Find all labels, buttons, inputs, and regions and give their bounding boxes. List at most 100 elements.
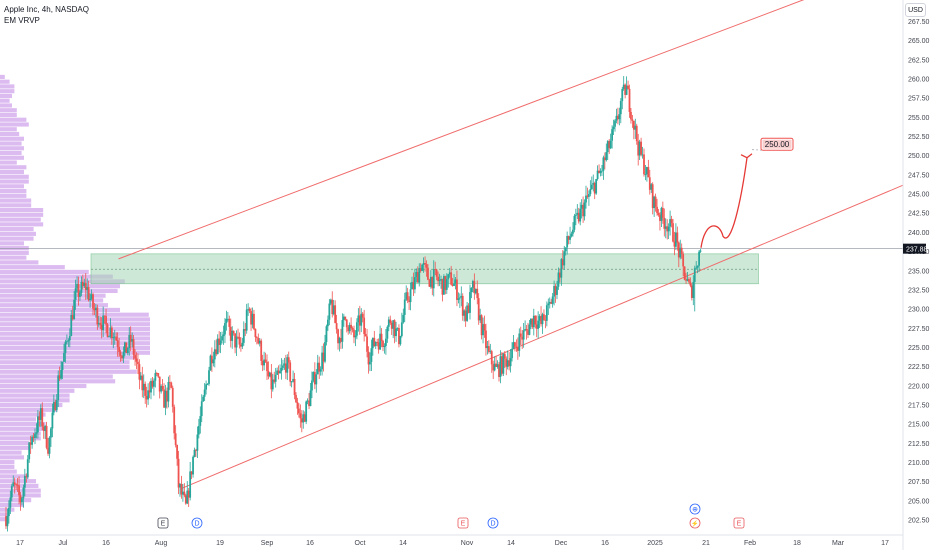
candle-body	[38, 416, 41, 420]
volume-profile-bar	[0, 369, 137, 374]
candle-body	[6, 516, 9, 527]
y-tick-label: 267.50	[908, 19, 930, 26]
candle-body	[26, 459, 29, 478]
lightning-glyph: ⚡	[691, 520, 698, 528]
earnings-marker[interactable]	[733, 517, 745, 529]
candle-body	[544, 320, 547, 321]
candle-body	[612, 126, 615, 130]
event-info-icon[interactable]	[689, 503, 701, 515]
earnings-marker[interactable]	[157, 517, 169, 529]
candle-body	[482, 324, 484, 336]
candle-body	[360, 313, 363, 326]
y-tick-label: 250.00	[908, 153, 930, 160]
candle-body	[211, 355, 213, 364]
dividend-marker[interactable]	[191, 517, 203, 529]
candle-body	[627, 85, 629, 89]
candle-body	[601, 170, 603, 172]
candle-body	[316, 362, 319, 375]
candle-body	[379, 333, 381, 350]
candle-body	[566, 236, 569, 248]
candle-body	[84, 282, 87, 291]
candle-body	[635, 125, 638, 142]
y-tick-label: 230.00	[908, 307, 930, 314]
candle-body	[479, 315, 482, 321]
candle-body	[458, 297, 461, 299]
candle-body	[134, 354, 136, 359]
lightning-icon[interactable]	[689, 517, 701, 529]
projection-path[interactable]	[700, 157, 748, 248]
candle-body	[416, 271, 419, 283]
candle-body	[151, 380, 154, 387]
candle-body	[57, 375, 60, 401]
candle-body	[322, 352, 325, 362]
candle-body	[618, 114, 621, 120]
volume-profile-bar	[0, 398, 70, 403]
candle-body	[495, 363, 497, 367]
candle-body	[428, 279, 431, 287]
candle-body	[342, 316, 345, 321]
candle-body	[377, 342, 380, 350]
candle-body	[596, 170, 599, 180]
candle-body	[23, 476, 26, 488]
dividend-marker[interactable]	[487, 517, 499, 529]
candle-body	[224, 323, 226, 335]
candle-body	[295, 395, 297, 403]
candle-body	[521, 336, 524, 340]
candle-body	[131, 339, 134, 342]
volume-profile-bar	[0, 460, 15, 465]
volume-profile-bar	[0, 155, 24, 160]
candle-body	[279, 371, 281, 374]
candle-body	[328, 303, 331, 320]
candle-body	[487, 346, 490, 352]
candle-body	[41, 408, 44, 427]
candle-body	[225, 318, 228, 324]
candle-body	[496, 364, 499, 367]
candle-body	[366, 336, 368, 352]
candle-body	[179, 484, 181, 488]
candle-body	[341, 320, 344, 342]
y-tick-label: 215.00	[908, 422, 930, 429]
candle-body	[524, 329, 526, 331]
volume-profile-bar	[0, 146, 24, 151]
candle-body	[390, 322, 393, 329]
candle-body	[338, 337, 341, 344]
candle-body	[124, 342, 126, 353]
candle-body	[617, 115, 619, 120]
x-tick-label: 21	[702, 540, 710, 547]
candle-body	[199, 416, 202, 426]
channel-lower-line[interactable]	[180, 184, 904, 490]
candle-body	[86, 287, 89, 291]
x-tick-label: Mar	[832, 540, 845, 547]
candle-body	[637, 141, 640, 156]
candle-body	[573, 215, 576, 230]
candle-body	[221, 336, 223, 341]
y-tick-label: 247.50	[908, 172, 930, 179]
candle-body	[516, 347, 519, 351]
candle-body	[693, 268, 696, 282]
candle-body	[383, 345, 386, 348]
candle-body	[698, 251, 700, 266]
candle-body	[250, 311, 252, 325]
candle-body	[569, 236, 571, 240]
candle-body	[251, 313, 254, 325]
candle-body	[631, 119, 634, 121]
candle-body	[254, 328, 257, 338]
candle-body	[648, 177, 651, 190]
channel-upper-line[interactable]	[118, 0, 807, 260]
currency-button[interactable]: USD	[905, 3, 926, 17]
y-tick-label: 202.50	[908, 518, 930, 525]
earnings-marker[interactable]	[457, 517, 469, 529]
candle-body	[332, 305, 335, 315]
candle-body	[150, 380, 152, 393]
candle-body	[106, 324, 109, 337]
candle-body	[39, 408, 42, 420]
volume-profile-bar	[0, 169, 24, 175]
candle-body	[315, 374, 318, 385]
y-tick-label: 265.00	[908, 38, 930, 45]
volume-profile-bar	[0, 498, 32, 503]
candle-body	[144, 383, 147, 396]
candle-body	[606, 141, 609, 153]
volume-profile-bar	[0, 179, 29, 184]
